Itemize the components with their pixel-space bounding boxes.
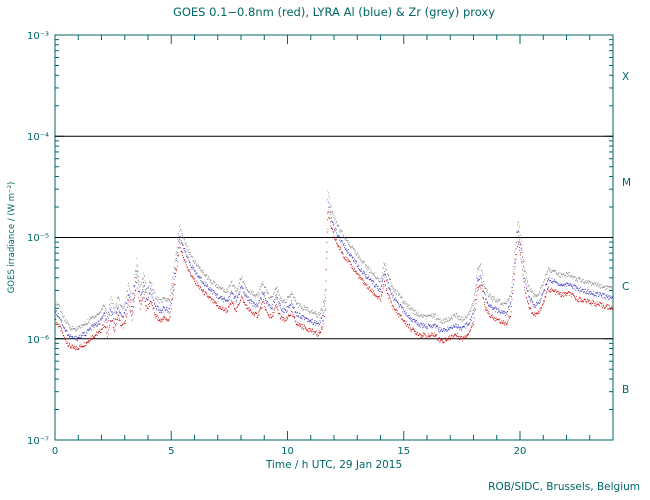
x-tick-label-15: 15 (397, 446, 410, 457)
x-tick-label-5: 5 (168, 446, 174, 457)
data-series-layer (55, 190, 614, 351)
flare-class-label-x: X (622, 71, 629, 83)
y-axis-label: GOES irradiance / (W m⁻²) (7, 182, 17, 294)
flare-class-label-b: B (622, 384, 629, 396)
y-tick-label-1e-7: 10⁻⁷ (27, 436, 49, 447)
x-tick-label-0: 0 (52, 446, 58, 457)
x-tick-label-10: 10 (281, 446, 294, 457)
series-LYRA Al proxy (55, 199, 614, 341)
axes-ticks-layer (54, 34, 614, 441)
y-tick-label-1e-5: 10⁻⁵ (27, 233, 49, 244)
y-tick-label-1e-4: 10⁻⁴ (27, 132, 49, 143)
x-axis-label: Time / h UTC, 29 Jan 2015 (265, 459, 402, 471)
chart-title: GOES 0.1−0.8nm (red), LYRA Al (blue) & Z… (173, 5, 495, 19)
credit-text: ROB/SIDC, Brussels, Belgium (488, 481, 640, 493)
y-tick-label-1e-6: 10⁻⁶ (27, 335, 49, 346)
flare-class-label-c: C (622, 281, 629, 293)
series-GOES 0.1-0.8nm (55, 211, 614, 351)
series-LYRA Zr proxy (55, 190, 614, 332)
flare-class-label-m: M (622, 177, 631, 189)
y-tick-label-1e-3: 10⁻³ (27, 31, 49, 42)
x-tick-label-20: 20 (514, 446, 527, 457)
